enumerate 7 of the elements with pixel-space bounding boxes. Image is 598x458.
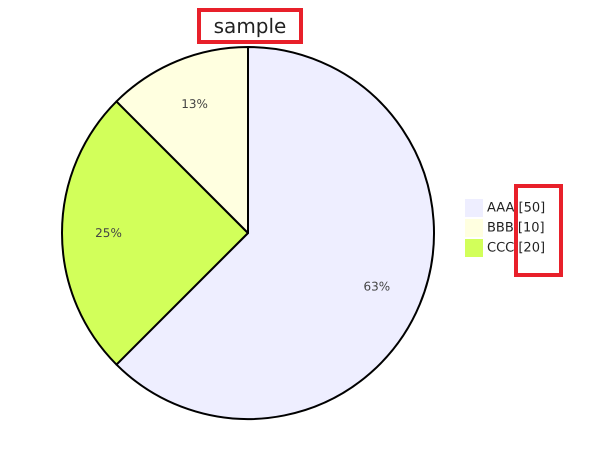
legend-label: BBB [10] [487, 220, 545, 236]
data-label: 13% [181, 97, 208, 112]
data-label: 25% [95, 226, 122, 240]
chart-title: sample [214, 14, 286, 38]
legend-label: AAA [50] [487, 200, 546, 216]
data-label: 63% [364, 279, 390, 294]
legend-label: CCC [20] [487, 240, 546, 256]
